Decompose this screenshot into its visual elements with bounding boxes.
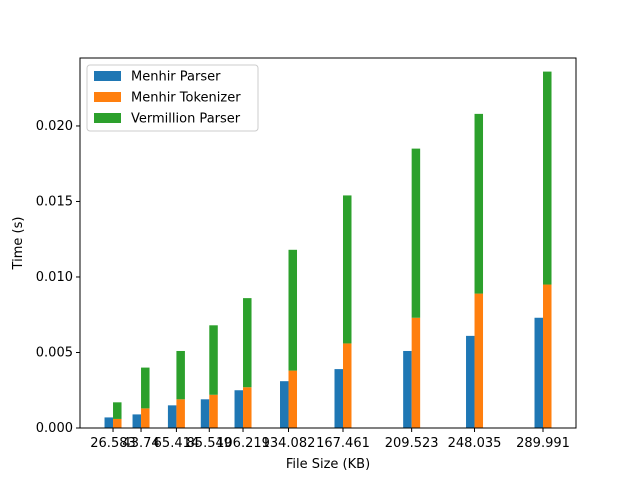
bar-menhir-tokenizer [113,418,122,428]
bar-menhir-parser [132,414,142,428]
x-tick-label: 134.082 [262,436,316,451]
bar-menhir-parser [104,417,114,428]
bar-menhir-parser [403,350,412,428]
y-tick-label: 0.020 [36,119,73,134]
y-tick-label: 0.010 [36,270,73,285]
bar-menhir-tokenizer [288,370,298,428]
x-tick-label: 248.035 [448,436,502,451]
bar-menhir-parser [334,369,343,428]
x-axis-label: File Size (KB) [286,457,370,472]
legend-label-menhir-parser: Menhir Parser [131,70,221,85]
bar-menhir-parser [167,405,177,428]
x-tick-label: 65.414 [154,436,200,451]
x-tick-label: 106.219 [216,436,270,451]
bar-vermillion-parser [543,71,552,285]
bar-vermillion-parser [176,350,185,400]
bar-menhir-tokenizer [543,284,552,428]
legend: Menhir Parser Menhir Tokenizer Vermillion … [86,64,259,132]
bar-menhir-tokenizer [209,394,218,428]
y-axis: 0.000 0.005 0.010 0.015 0.020 [36,119,80,436]
y-tick-label: 0.005 [36,345,73,360]
bar-vermillion-parser [342,195,352,344]
legend-swatch-menhir-tokenizer [94,92,121,102]
x-tick-label: 26.583 [90,436,136,451]
bar-menhir-tokenizer [411,317,421,428]
legend-label-vermillion-parser: Vermillion Parser [131,112,241,127]
y-axis-label: Time (s) [11,217,26,271]
bar-vermillion-parser [141,367,150,409]
bar-menhir-tokenizer [342,343,352,428]
x-tick-label: 167.461 [316,436,370,451]
x-tick-label: 209.523 [385,436,439,451]
bar-menhir-tokenizer [176,399,185,428]
x-tick-label: 43.74 [122,436,159,451]
bar-vermillion-parser [411,148,421,318]
legend-label-menhir-tokenizer: Menhir Tokenizer [131,91,241,106]
bar-vermillion-parser [113,402,122,419]
bar-vermillion-parser [243,298,252,388]
x-tick-label: 85.549 [187,436,233,451]
y-tick-label: 0.000 [36,421,73,436]
legend-box [86,64,259,132]
bar-menhir-tokenizer [141,408,150,428]
bar-vermillion-parser [288,249,298,371]
plot-frame [79,57,577,429]
bar-menhir-tokenizer [474,293,484,428]
bar-menhir-parser [466,335,475,428]
y-tick-label: 0.015 [36,194,73,209]
bar-vermillion-parser [474,113,484,294]
legend-swatch-menhir-parser [94,71,121,81]
bar-menhir-parser [200,399,210,428]
legend-swatch-vermillion-parser [94,113,121,123]
bar-menhir-parser [280,381,289,428]
x-tick-label: 289.991 [516,436,570,451]
bar-vermillion-parser [209,325,218,395]
bar-menhir-tokenizer [243,387,252,428]
bars-group [104,71,552,428]
bar-menhir-parser [534,317,544,428]
bar-menhir-parser [234,390,244,428]
